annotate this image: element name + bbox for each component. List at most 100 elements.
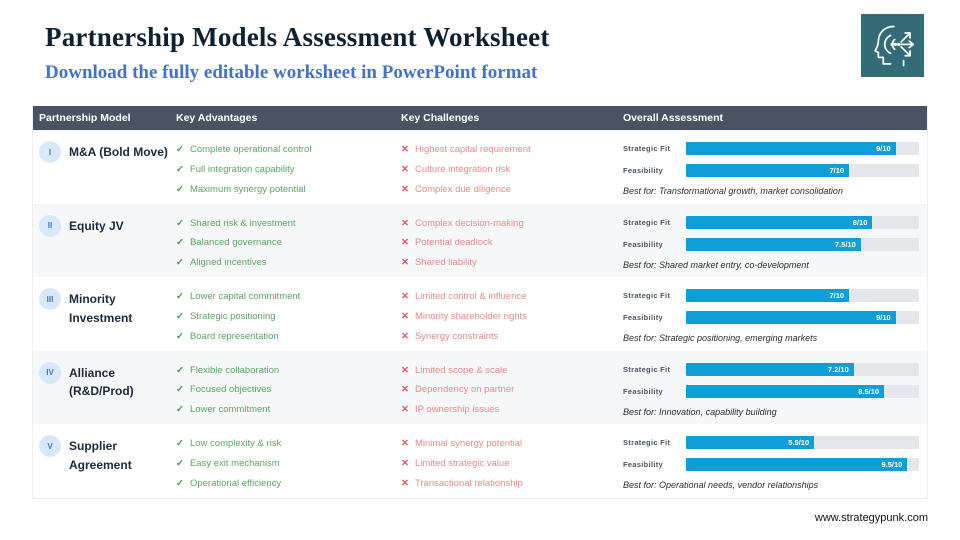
feasibility-bar-fill: 9.5/10 (686, 458, 908, 472)
challenges-list: ✕ Limited control & influence ✕ Minority sh… (401, 285, 623, 351)
challenge-item: ✕ Limited scope & scale (401, 365, 623, 377)
check-icon: ✓ (176, 438, 184, 450)
model-cell: V Supplier Agreement (33, 432, 176, 498)
challenge-item: ✕ IP ownership issues (401, 404, 623, 416)
best-for-note: Best for: Innovation, capability buildin… (623, 407, 919, 417)
slide-header: Partnership Models Assessment Worksheet … (45, 14, 924, 84)
assessment-cell: Strategic Fit 8/10 Feasibility 7.5/10 Be… (623, 212, 927, 278)
strategic-fit-metric: Strategic Fit 5.5/10 (623, 436, 919, 450)
assessment-cell: Strategic Fit 5.5/10 Feasibility 9.5/10 … (623, 432, 927, 498)
column-header-partnership-model: Partnership Model (39, 112, 131, 124)
feasibility-label: Feasibility (623, 386, 663, 396)
advantage-item: ✓ Board representation (176, 331, 401, 343)
advantage-item: ✓ Lower capital commitment (176, 291, 401, 303)
check-icon: ✓ (176, 257, 184, 269)
strategic-fit-bar-track: 7/10 (686, 289, 919, 303)
challenge-item: ✕ Minority shareholder rights (401, 311, 623, 323)
model-name: Alliance (R&D/Prod) (69, 365, 134, 399)
advantage-item: ✓ Balanced governance (176, 237, 401, 249)
challenge-text: Highest capital requirement (414, 144, 531, 155)
feasibility-bar-fill: 7/10 (686, 164, 850, 177)
page-title: Partnership Models Assessment Worksheet (45, 22, 550, 52)
challenge-text: Dependency on partner (414, 384, 515, 396)
check-icon: ✓ (176, 144, 184, 155)
strategic-fit-bar-fill: 9/10 (686, 142, 896, 155)
feasibility-label: Feasibility (623, 239, 663, 249)
challenge-item: ✕ Limited strategic value (401, 458, 623, 470)
challenge-text: Minimal synergy potential (414, 438, 523, 450)
challenges-list: ✕ Highest capital requirement ✕ Culture int… (401, 138, 623, 204)
challenge-text: Synergy constraints (414, 330, 499, 342)
challenge-item: ✕ Highest capital requirement (401, 144, 623, 156)
feasibility-bar-track: 8.5/10 (686, 384, 919, 398)
advantage-item: ✓ Strategic positioning (176, 311, 401, 323)
model-cell: IV Alliance (R&D/Prod) (33, 359, 176, 425)
feasibility-bar-fill: 9/10 (686, 311, 896, 325)
challenge-text: Complex decision-making (414, 217, 524, 229)
feasibility-metric: Feasibility 8.5/10 (623, 384, 919, 398)
advantage-text: Strategic positioning (189, 310, 276, 322)
advantage-text: Balanced governance (189, 237, 282, 249)
roman-numeral-badge: I (39, 141, 61, 163)
advantage-text: Flexible collaboration (189, 364, 280, 376)
x-icon: ✕ (401, 438, 409, 450)
strategic-fit-label: Strategic Fit (623, 144, 671, 153)
challenge-text: Complex due diligence (414, 183, 512, 195)
check-icon: ✓ (176, 330, 184, 342)
feasibility-metric: Feasibility 9/10 (623, 311, 919, 325)
best-for-text: Shared market entry, co-development (659, 259, 809, 270)
challenge-text: Limited strategic value (414, 457, 510, 469)
check-icon: ✓ (176, 291, 184, 303)
advantages-list: ✓ Flexible collaboration ✓ Focused objectiv… (176, 359, 401, 425)
best-for-text: Transformational growth, market consolid… (659, 186, 843, 196)
challenge-text: Shared liability (414, 257, 477, 269)
advantage-item: ✓ Lower commitment (176, 404, 401, 416)
advantages-list: ✓ Complete operational control ✓ Full integ… (176, 138, 401, 204)
challenge-item: ✕ Synergy constraints (401, 331, 623, 343)
feasibility-score: 8.5/10 (858, 386, 880, 396)
challenge-item: ✕ Potential deadlock (401, 237, 623, 249)
feasibility-bar-fill: 8.5/10 (686, 384, 885, 398)
advantage-item: ✓ Maximum synergy potential (176, 184, 401, 196)
head-arrows-icon (873, 25, 914, 66)
feasibility-score: 7/10 (829, 166, 845, 175)
advantage-item: ✓ Easy exit mechanism (176, 458, 401, 470)
strategic-fit-label: Strategic Fit (623, 364, 671, 374)
advantages-list: ✓ Lower capital commitment ✓ Strategic posi… (176, 285, 401, 351)
strategic-fit-score: 7.2/10 (827, 364, 849, 374)
model-name: M&A (Bold Move) (69, 145, 168, 159)
challenges-list: ✕ Limited scope & scale ✕ Dependency on par… (401, 359, 623, 425)
roman-numeral-badge: II (39, 214, 61, 237)
x-icon: ✕ (401, 364, 409, 376)
strategic-fit-bar-fill: 7.2/10 (686, 362, 854, 376)
x-icon: ✕ (401, 291, 409, 303)
x-icon: ✕ (401, 183, 409, 195)
advantage-text: Full integration capability (189, 163, 295, 175)
advantage-text: Lower commitment (189, 404, 271, 416)
feasibility-bar-track: 9.5/10 (686, 458, 919, 472)
strategic-fit-bar-track: 5.5/10 (686, 436, 919, 450)
advantage-item: ✓ Flexible collaboration (176, 365, 401, 377)
check-icon: ✓ (176, 237, 184, 249)
strategic-fit-label: Strategic Fit (623, 217, 671, 227)
challenge-item: ✕ Culture integration risk (401, 164, 623, 176)
strategic-fit-bar-fill: 5.5/10 (686, 436, 815, 450)
check-icon: ✓ (176, 404, 184, 416)
x-icon: ✕ (401, 384, 409, 396)
advantage-item: ✓ Shared risk & investment (176, 218, 401, 230)
challenge-text: Limited scope & scale (414, 364, 508, 376)
check-icon: ✓ (176, 477, 184, 489)
assessment-table: Partnership Model Key Advantages Key Cha… (32, 106, 928, 499)
best-for-note: Best for: Transformational growth, marke… (623, 186, 919, 196)
feasibility-score: 9.5/10 (881, 460, 903, 470)
feasibility-label: Feasibility (623, 460, 663, 470)
feasibility-label: Feasibility (623, 313, 663, 323)
best-for-text: Operational needs, vendor relationships (659, 480, 819, 491)
best-for-prefix: Best for: (623, 186, 657, 196)
strategic-fit-bar-track: 8/10 (686, 215, 919, 229)
challenge-item: ✕ Shared liability (401, 257, 623, 269)
advantage-text: Focused objectives (189, 384, 272, 396)
best-for-note: Best for: Operational needs, vendor rela… (623, 480, 919, 490)
strategic-fit-score: 9/10 (876, 144, 891, 153)
check-icon: ✓ (176, 384, 184, 396)
